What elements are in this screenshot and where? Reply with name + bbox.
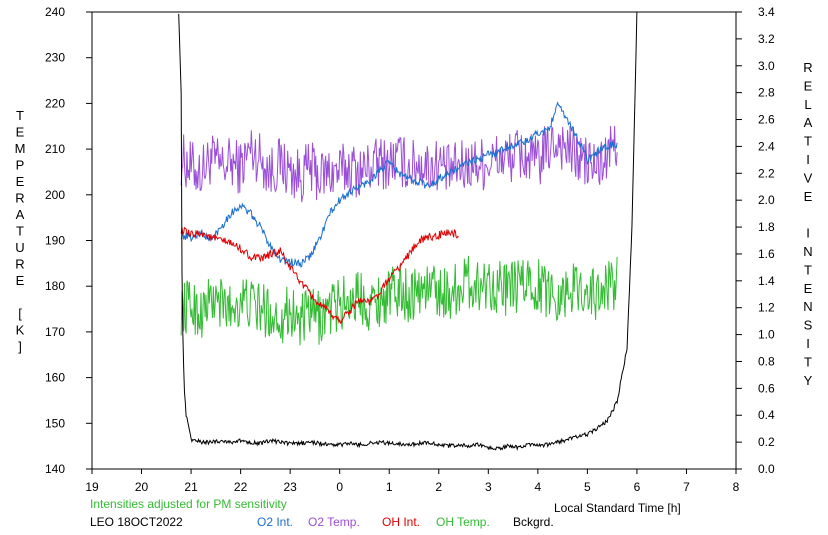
x-axis-label: Local Standard Time [h]	[554, 501, 681, 515]
y-right-tick-label: 2.4	[758, 139, 775, 153]
y-left-axis-label: ]	[18, 339, 22, 354]
series-line-o2-int	[180, 101, 618, 268]
y-left-axis-label: P	[16, 158, 25, 173]
y-right-tick-label: 3.0	[758, 59, 775, 73]
series-line-o2-temp	[180, 125, 618, 203]
y-right-tick-label: 0.6	[758, 381, 775, 395]
x-tick-label: 7	[683, 480, 690, 494]
y-left-axis-label: K	[16, 323, 25, 338]
y-right-tick-label: 1.2	[758, 301, 775, 315]
x-tick-label: 3	[485, 480, 492, 494]
x-tick-label: 20	[135, 480, 149, 494]
y-left-axis-label: U	[15, 240, 24, 255]
y-right-axis-label: I	[806, 336, 810, 351]
x-tick-label: 4	[535, 480, 542, 494]
y-left-tick-label: 220	[45, 96, 65, 110]
y-right-axis-label: V	[804, 170, 813, 185]
y-right-tick-label: 1.4	[758, 274, 775, 288]
series-line-bckgrd	[178, 12, 638, 451]
x-tick-label: 6	[634, 480, 641, 494]
y-left-axis-label: [	[18, 306, 22, 321]
y-right-tick-label: 0.2	[758, 435, 775, 449]
y-right-tick-label: 0.0	[758, 462, 775, 476]
y-right-axis-label: E	[804, 189, 813, 204]
x-tick-label: 1	[386, 480, 393, 494]
y-right-tick-label: 0.4	[758, 408, 775, 422]
y-right-axis-label: I	[806, 152, 810, 167]
y-left-tick-label: 140	[45, 462, 65, 476]
y-right-axis-label: T	[804, 354, 812, 369]
y-left-axis-label: R	[15, 257, 24, 272]
y-right-tick-label: 2.6	[758, 113, 775, 127]
y-right-axis-label: A	[804, 115, 813, 130]
y-left-axis-label: M	[15, 141, 26, 156]
y-left-tick-label: 160	[45, 371, 65, 385]
y-left-tick-label: 190	[45, 234, 65, 248]
x-tick-label: 21	[184, 480, 198, 494]
y-left-axis-label: T	[16, 108, 24, 123]
y-right-axis-label: T	[804, 262, 812, 277]
y-right-tick-label: 2.2	[758, 166, 775, 180]
x-tick-label: 23	[283, 480, 297, 494]
series-line-oh-temp	[180, 255, 618, 346]
y-right-axis-label: R	[803, 60, 812, 75]
y-right-tick-label: 3.2	[758, 32, 775, 46]
y-right-axis-label: N	[803, 299, 812, 314]
y-right-axis-label: S	[804, 318, 813, 333]
y-right-tick-label: 1.6	[758, 247, 775, 261]
series-layer	[178, 12, 638, 451]
y-right-axis-label: I	[806, 226, 810, 241]
y-right-tick-label: 1.8	[758, 220, 775, 234]
legend-o2-temp: O2 Temp.	[308, 515, 360, 529]
x-tick-label: 22	[234, 480, 248, 494]
legend-bckgrd: Bckgrd.	[513, 515, 554, 529]
y-left-tick-label: 200	[45, 188, 65, 202]
x-tick-label: 19	[85, 480, 99, 494]
station-date: LEO 18OCT2022	[90, 515, 183, 529]
y-right-tick-label: 0.8	[758, 354, 775, 368]
y-right-axis-label: N	[803, 244, 812, 259]
y-left-axis-label: E	[16, 174, 25, 189]
legend-oh-temp: OH Temp.	[436, 515, 490, 529]
y-right-axis-label: L	[804, 97, 811, 112]
y-left-axis-label: T	[16, 224, 24, 239]
x-tick-label: 2	[435, 480, 442, 494]
y-right-tick-label: 2.8	[758, 86, 775, 100]
x-tick-label: 0	[336, 480, 343, 494]
axes-layer: 19 20 21 22 23 0 1 2 3 4 5 6 7 8140150160170180190200…	[15, 5, 813, 494]
y-left-axis-label: E	[16, 125, 25, 140]
y-right-tick-label: 3.4	[758, 5, 775, 19]
x-tick-label: 5	[584, 480, 591, 494]
y-right-axis-label: E	[804, 281, 813, 296]
y-right-axis-label: E	[804, 78, 813, 93]
y-left-tick-label: 180	[45, 279, 65, 293]
legend-oh-int: OH Int.	[382, 515, 420, 529]
y-left-tick-label: 150	[45, 416, 65, 430]
y-left-axis-label: E	[16, 273, 25, 288]
y-right-tick-label: 1.0	[758, 328, 775, 342]
y-right-axis-label: Y	[804, 373, 813, 388]
legend-o2-int: O2 Int.	[257, 515, 293, 529]
y-left-axis-label: R	[15, 191, 24, 206]
series-line-oh-int	[180, 226, 459, 324]
y-right-tick-label: 2.0	[758, 193, 775, 207]
y-right-axis-label: T	[804, 134, 812, 149]
y-left-tick-label: 170	[45, 325, 65, 339]
y-left-tick-label: 230	[45, 51, 65, 65]
note-text: Intensities adjusted for PM sensitivity	[90, 497, 287, 511]
plot-frame	[91, 11, 737, 470]
y-left-tick-label: 210	[45, 142, 65, 156]
y-left-tick-label: 240	[45, 5, 65, 19]
y-left-axis-label: A	[16, 207, 25, 222]
x-tick-label: 8	[733, 480, 740, 494]
